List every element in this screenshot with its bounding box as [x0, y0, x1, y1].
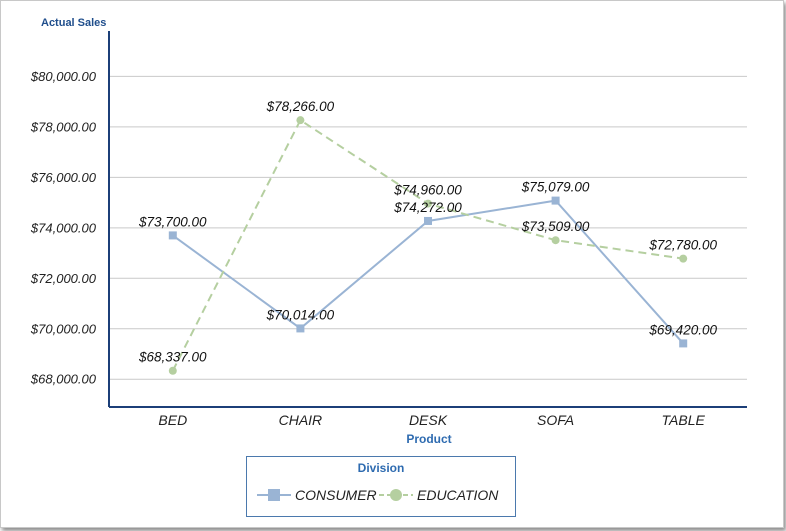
data-label-education: $72,780.00: [648, 238, 717, 253]
data-label-education: $78,266.00: [266, 99, 335, 114]
data-point-education[interactable]: [168, 366, 177, 375]
x-axis-ticks: BED CHAIR DESK SOFA TABLE: [158, 412, 705, 428]
y-axis-ticks: $68,000.00 $70,000.00 $72,000.00 $74,000.00…: [30, 69, 97, 387]
x-tick-label: SOFA: [537, 412, 574, 428]
y-tick-label: $70,000.00: [30, 321, 97, 336]
y-tick-label: $80,000.00: [30, 69, 97, 84]
x-tick-label: DESK: [409, 412, 448, 428]
data-label-consumer: $70,014.00: [266, 307, 335, 322]
legend-entry-consumer[interactable]: CONSUMER: [257, 486, 377, 504]
data-label-education: $68,337.00: [138, 350, 207, 365]
y-tick-label: $72,000.00: [30, 271, 97, 286]
x-axis-title: Product: [406, 432, 451, 446]
y-axis-title: Actual Sales: [41, 17, 106, 29]
data-labels: $73,700.00 $70,014.00 $74,272.00 $75,079.00…: [138, 99, 717, 365]
data-point-education[interactable]: [296, 116, 305, 125]
data-point-consumer[interactable]: [679, 339, 688, 348]
legend: Division CONSUMER EDUCATION: [246, 456, 516, 517]
legend-title: Division: [357, 461, 405, 475]
series-group: [168, 116, 688, 375]
data-point-consumer[interactable]: [168, 231, 177, 240]
data-point-education[interactable]: [551, 236, 560, 245]
data-label-consumer: $75,079.00: [521, 180, 590, 195]
gridlines: [109, 75, 747, 380]
y-tick-label: $74,000.00: [30, 220, 97, 235]
data-label-consumer: $74,272.00: [393, 200, 462, 215]
y-tick-label: $68,000.00: [30, 372, 97, 387]
legend-label-education: EDUCATION: [417, 487, 499, 503]
legend-label-consumer: CONSUMER: [295, 487, 377, 503]
data-point-consumer[interactable]: [551, 196, 560, 205]
y-tick-label: $78,000.00: [30, 119, 97, 134]
data-label-education: $73,509.00: [521, 219, 590, 234]
data-point-education[interactable]: [424, 199, 432, 208]
x-tick-label: CHAIR: [279, 412, 323, 428]
y-tick-label: $76,000.00: [30, 170, 97, 185]
data-label-consumer: $73,700.00: [138, 214, 207, 229]
x-tick-label: TABLE: [662, 412, 706, 428]
legend-entry-education[interactable]: EDUCATION: [379, 486, 498, 504]
series-line-education: [171, 118, 684, 372]
x-tick-label: BED: [158, 412, 187, 428]
data-label-consumer: $69,420.00: [648, 322, 717, 337]
consumer-line-square-icon: [257, 489, 291, 501]
data-point-consumer[interactable]: [424, 216, 432, 225]
data-point-education[interactable]: [679, 254, 688, 263]
data-point-consumer[interactable]: [296, 324, 305, 333]
data-label-education: $74,960.00: [393, 183, 462, 198]
education-line-circle-icon: [379, 489, 413, 501]
